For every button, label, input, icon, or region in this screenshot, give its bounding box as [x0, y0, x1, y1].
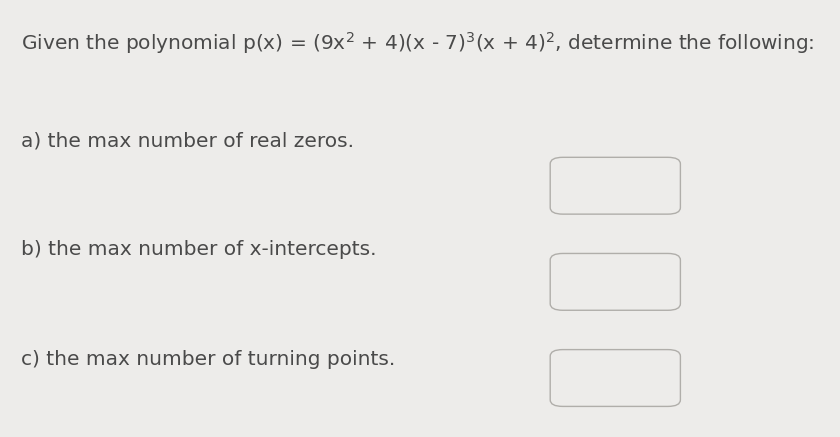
FancyBboxPatch shape: [550, 253, 680, 310]
Text: c) the max number of turning points.: c) the max number of turning points.: [21, 350, 396, 368]
FancyBboxPatch shape: [550, 157, 680, 214]
Text: b) the max number of x-intercepts.: b) the max number of x-intercepts.: [21, 240, 376, 259]
Text: Given the polynomial p(x) = (9x$^2$ + 4)(x - 7)$^3$(x + 4)$^2$, determine the fo: Given the polynomial p(x) = (9x$^2$ + 4)…: [21, 31, 815, 56]
Text: a) the max number of real zeros.: a) the max number of real zeros.: [21, 131, 354, 150]
FancyBboxPatch shape: [550, 350, 680, 406]
